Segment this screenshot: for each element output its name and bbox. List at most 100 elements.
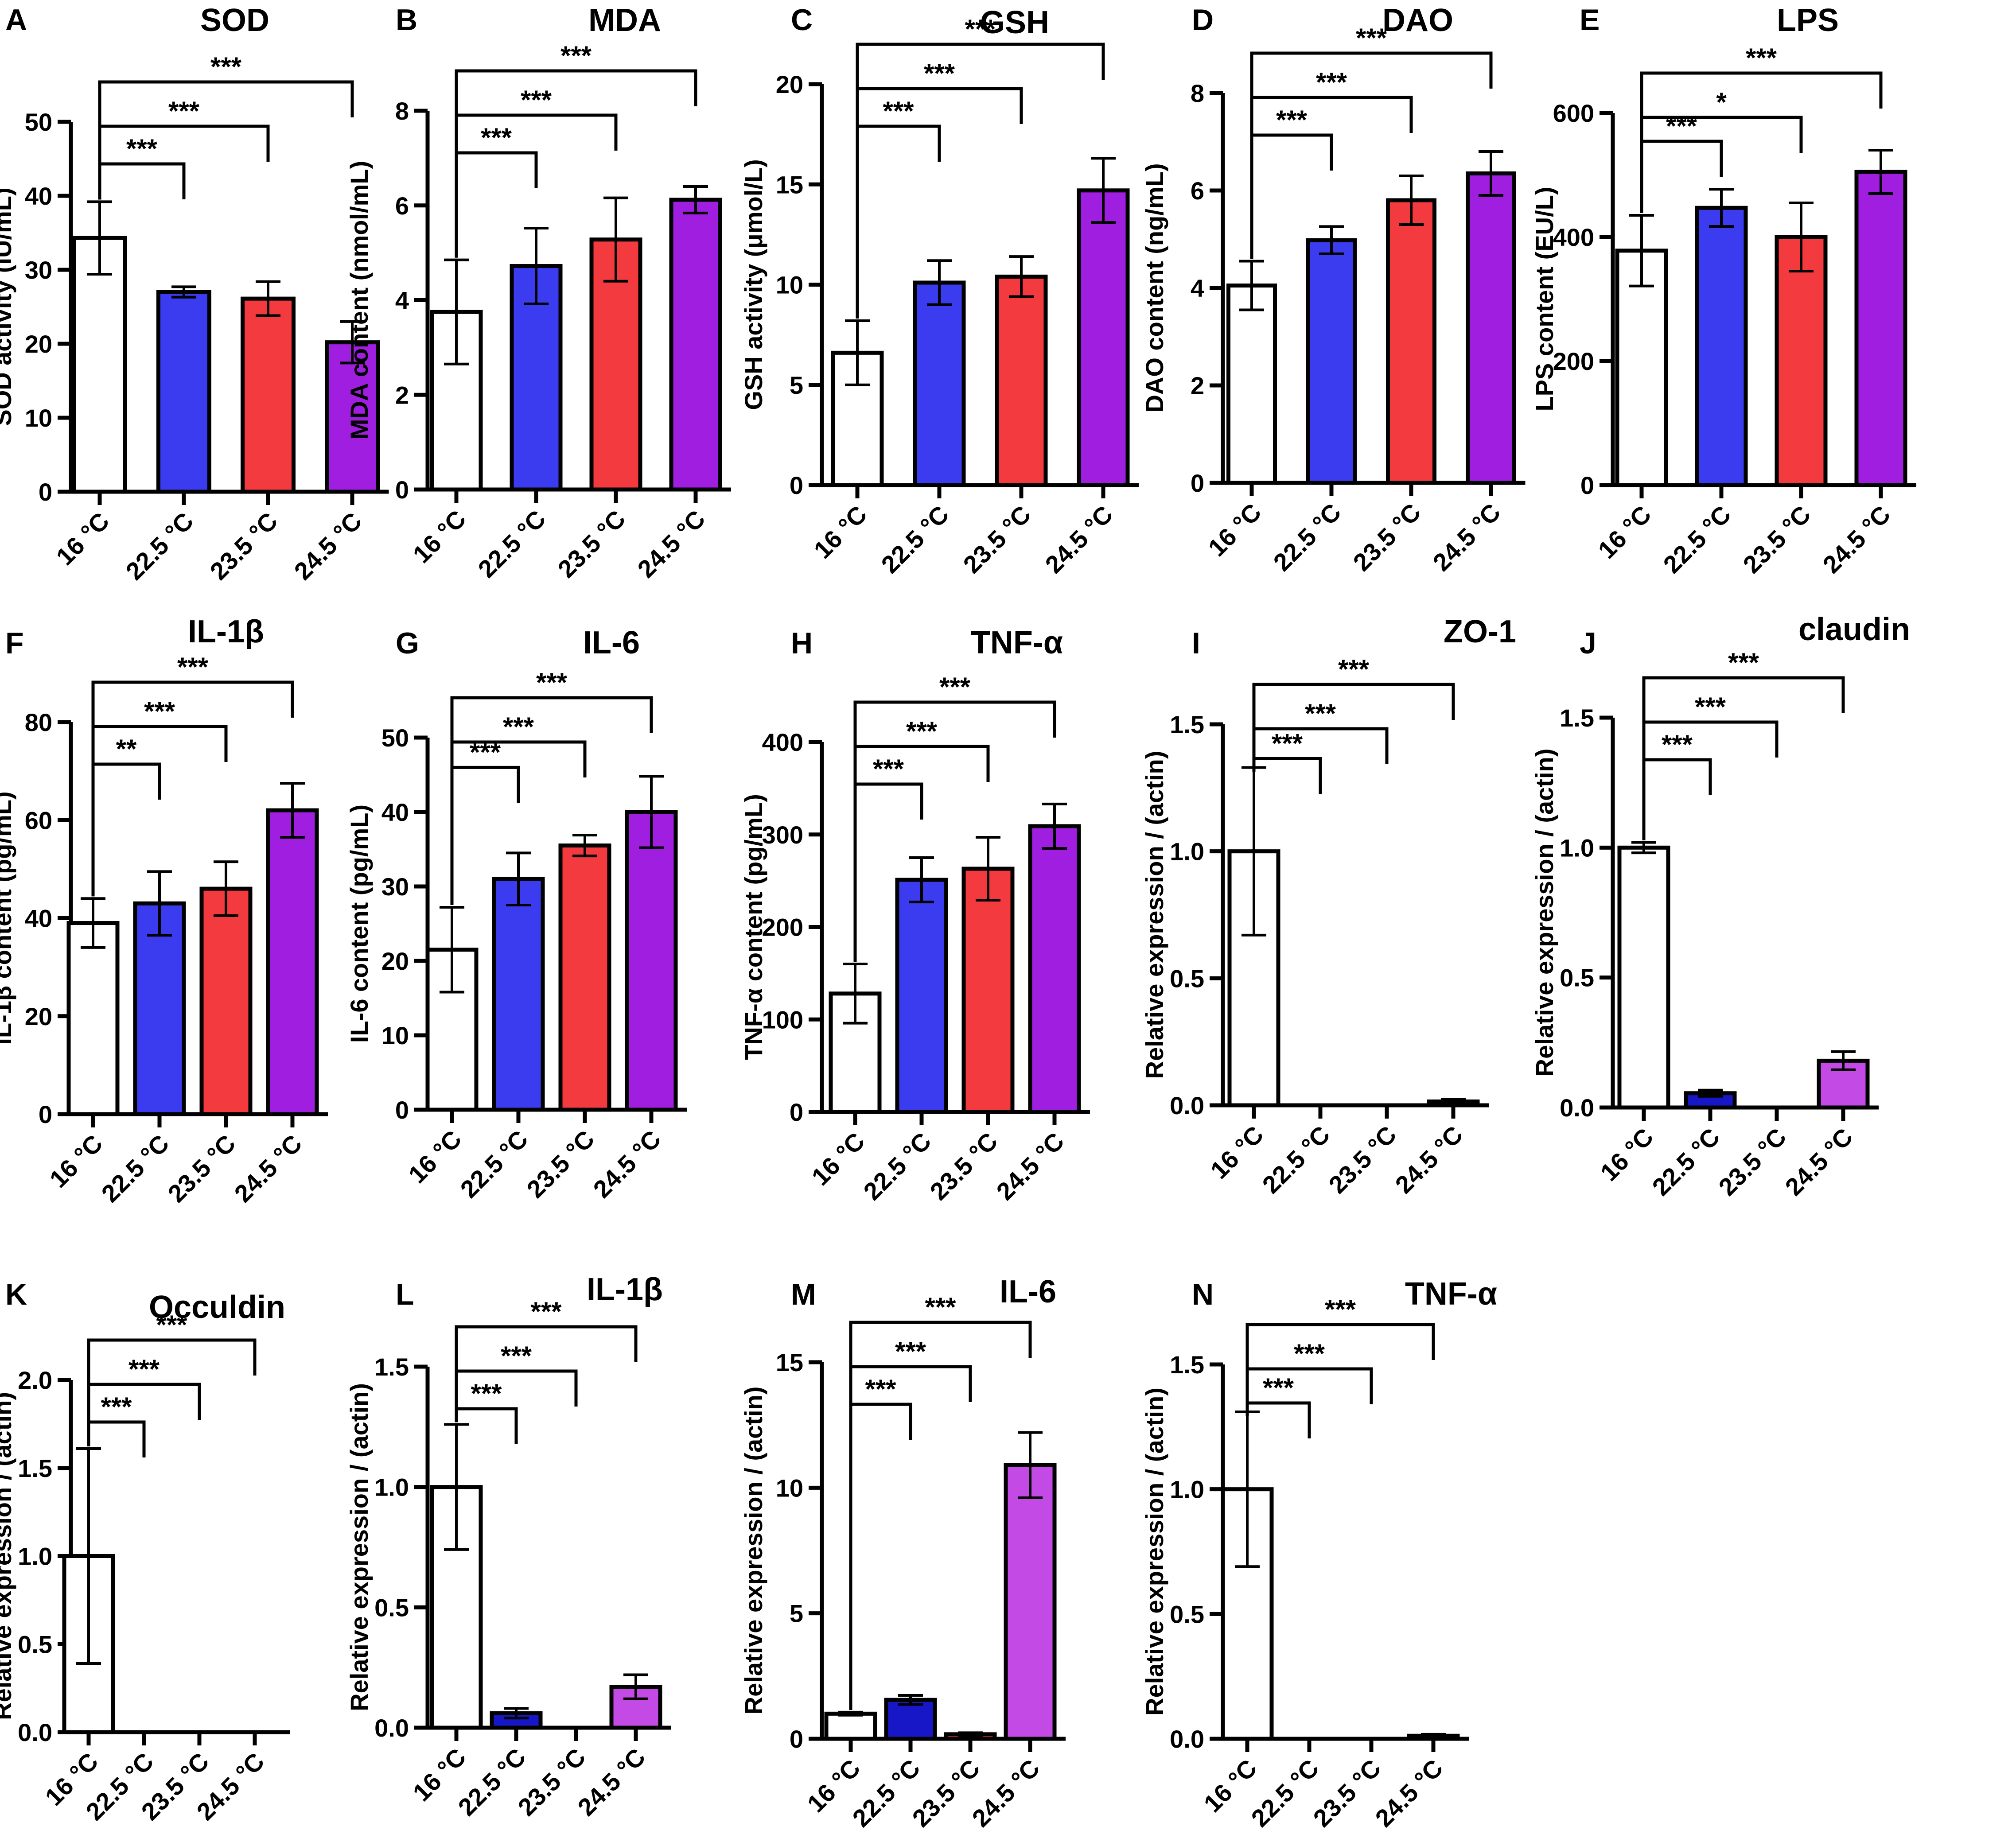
x-tick-label: 22.5 °C <box>1268 498 1346 576</box>
panel-letter: I <box>1192 626 1200 660</box>
significance-bracket <box>1642 758 1712 840</box>
y-tick-label: 8 <box>1191 79 1204 107</box>
y-axis-label: Relative expression / (actin) <box>739 1387 767 1715</box>
chart-title: LPS <box>1777 3 1839 38</box>
y-tick-label: 0 <box>790 1725 803 1753</box>
significance-bracket <box>455 1407 518 1444</box>
bar-3 <box>558 843 611 1112</box>
y-tick-label: 300 <box>762 821 803 849</box>
panel-e: E LPS 0 200 400 600 LPS content (EU/L) 16 °C 22.… <box>1530 3 1916 579</box>
panel-d: D DAO 0 2 4 6 8 DAO content (ng/mL) 16 °C 22.5 °C… <box>1140 3 1526 576</box>
significance-label: *** <box>471 1379 502 1408</box>
x-tick-label: 24.5 °C <box>588 1125 666 1203</box>
bar-1 <box>824 1711 877 1741</box>
y-axis-label: LPS content (EU/L) <box>1530 187 1558 411</box>
y-tick-label: 100 <box>762 1006 803 1034</box>
significance-label: *** <box>883 96 914 126</box>
y-tick-label: 0.5 <box>1170 964 1204 992</box>
x-tick-label: 22.5 °C <box>472 505 551 583</box>
significance-bracket <box>1252 757 1322 794</box>
y-tick-label: 1.5 <box>374 1353 409 1381</box>
x-tick-label: 24.5 °C <box>1817 500 1895 579</box>
significance-label: *** <box>1728 648 1759 677</box>
y-tick-label: 10 <box>776 1474 803 1502</box>
y-tick-label: 0.5 <box>1560 964 1594 992</box>
significance-bracket <box>1640 71 1883 213</box>
y-tick-label: 50 <box>381 724 409 752</box>
y-tick-label: 50 <box>25 108 52 136</box>
y-tick-label: 30 <box>381 873 409 901</box>
significance-label: *** <box>210 52 242 82</box>
y-tick-label: 0.0 <box>1170 1092 1204 1119</box>
significance-bracket <box>455 1325 638 1422</box>
y-axis-label: IL-1β content (pg/mL) <box>0 791 16 1045</box>
y-tick-label: 8 <box>395 97 409 125</box>
significance-bracket <box>1245 1401 1311 1439</box>
y-tick-label: 0.5 <box>1170 1600 1204 1628</box>
panel-letter: G <box>396 626 419 660</box>
y-tick-label: 10 <box>776 271 803 299</box>
panel-a: A SOD 0 10 20 30 40 50 SOD activity (IU/mL) 16 °C… <box>0 3 389 585</box>
y-tick-label: 0.0 <box>1170 1725 1204 1753</box>
x-tick-label: 16 °C <box>1595 1123 1658 1186</box>
x-tick-label: 24.5 °C <box>632 505 710 583</box>
x-tick-label: 23.5 °C <box>1713 1123 1791 1201</box>
y-tick-label: 6 <box>1191 177 1204 205</box>
bar-3 <box>995 274 1048 487</box>
y-axis-label: Relative expression / (actin) <box>345 1383 373 1711</box>
significance-label: *** <box>865 1374 896 1404</box>
x-tick-label: 22.5 °C <box>120 507 198 585</box>
y-tick-label: 1.5 <box>1170 1351 1204 1379</box>
y-tick-label: 0 <box>790 471 803 499</box>
y-tick-label: 15 <box>776 171 803 198</box>
significance-bracket <box>1642 676 1845 840</box>
panel-letter: A <box>5 3 27 37</box>
x-tick-label: 23.5 °C <box>1323 1120 1401 1199</box>
significance-label: *** <box>925 1292 956 1322</box>
x-tick-label: 16 °C <box>51 507 114 571</box>
y-tick-label: 200 <box>762 913 803 941</box>
panel-letter: N <box>1192 1278 1214 1311</box>
x-tick-label: 23.5 °C <box>162 1129 241 1208</box>
y-tick-label: 1.5 <box>1560 704 1594 732</box>
y-axis-label: DAO content (ng/mL) <box>1140 163 1168 412</box>
x-tick-label: 16 °C <box>1205 1120 1269 1184</box>
chart-title: Occuldin <box>149 1290 285 1325</box>
chart-title: claudin <box>1798 612 1910 647</box>
x-tick-label: 23.5 °C <box>204 507 283 585</box>
significance-bracket <box>455 69 697 258</box>
y-tick-label: 1.0 <box>18 1543 52 1570</box>
y-tick-label: 20 <box>25 1003 52 1030</box>
chart-title: IL-6 <box>1000 1274 1056 1310</box>
chart-title: MDA <box>588 3 661 38</box>
y-axis-label: GSH activity (μmol/L) <box>739 159 767 410</box>
y-axis-label: Relative expression / (actin) <box>1140 1387 1168 1716</box>
y-tick-label: 4 <box>395 287 409 315</box>
y-tick-label: 0.5 <box>18 1630 52 1658</box>
panel-m: M IL-6 0 5 10 15 Relative expression / (actin)… <box>739 1274 1066 1832</box>
y-tick-label: 5 <box>790 371 803 399</box>
significance-label: *** <box>1746 43 1777 73</box>
chart-title: TNF-α <box>1405 1276 1497 1312</box>
y-tick-label: 4 <box>1191 274 1204 302</box>
panel-letter: K <box>5 1278 27 1311</box>
significance-label: *** <box>536 668 568 697</box>
significance-label: *** <box>1325 1294 1356 1324</box>
x-tick-label: 24.5 °C <box>1039 500 1118 579</box>
significance-bracket <box>1245 1323 1435 1410</box>
significance-label: *** <box>965 14 996 44</box>
x-tick-label: 24.5 °C <box>1779 1123 1858 1201</box>
y-tick-label: 10 <box>25 404 52 432</box>
significance-label: *** <box>481 123 512 152</box>
bar-4 <box>1028 824 1081 1114</box>
bar-4 <box>625 810 678 1112</box>
y-tick-label: 0 <box>790 1098 803 1126</box>
bar-4 <box>1466 171 1516 485</box>
chart-title: IL-6 <box>583 625 640 661</box>
x-tick-label: 23.5 °C <box>512 1743 591 1821</box>
x-tick-label: 16 °C <box>403 1125 467 1189</box>
x-tick-label: 16 °C <box>1203 498 1266 562</box>
bar-2 <box>492 877 545 1112</box>
